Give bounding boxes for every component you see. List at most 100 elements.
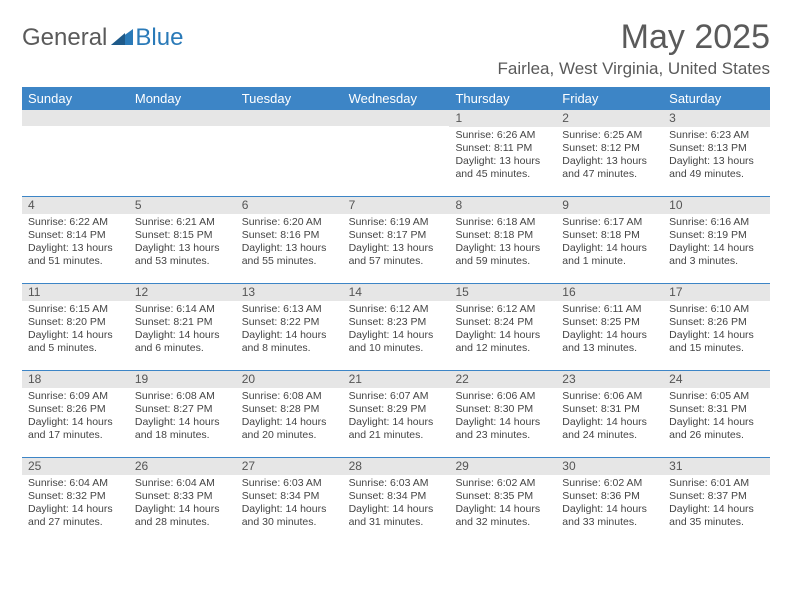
sunset-text: Sunset: 8:31 PM bbox=[562, 403, 657, 416]
calendar-cell bbox=[343, 110, 450, 196]
cell-body: Sunrise: 6:12 AMSunset: 8:24 PMDaylight:… bbox=[449, 301, 556, 360]
logo: General Blue bbox=[22, 24, 183, 52]
cell-body: Sunrise: 6:26 AMSunset: 8:11 PMDaylight:… bbox=[449, 127, 556, 186]
sunrise-text: Sunrise: 6:13 AM bbox=[242, 303, 337, 316]
week-row: 25Sunrise: 6:04 AMSunset: 8:32 PMDayligh… bbox=[22, 457, 770, 544]
sunset-text: Sunset: 8:18 PM bbox=[562, 229, 657, 242]
cell-body: Sunrise: 6:17 AMSunset: 8:18 PMDaylight:… bbox=[556, 214, 663, 273]
calendar-cell: 6Sunrise: 6:20 AMSunset: 8:16 PMDaylight… bbox=[236, 197, 343, 283]
calendar-cell: 25Sunrise: 6:04 AMSunset: 8:32 PMDayligh… bbox=[22, 458, 129, 544]
calendar-cell: 7Sunrise: 6:19 AMSunset: 8:17 PMDaylight… bbox=[343, 197, 450, 283]
daylight-text: Daylight: 14 hours and 6 minutes. bbox=[135, 329, 230, 355]
sunrise-text: Sunrise: 6:16 AM bbox=[669, 216, 764, 229]
daylight-text: Daylight: 14 hours and 24 minutes. bbox=[562, 416, 657, 442]
sunrise-text: Sunrise: 6:05 AM bbox=[669, 390, 764, 403]
sunset-text: Sunset: 8:20 PM bbox=[28, 316, 123, 329]
daylight-text: Daylight: 13 hours and 51 minutes. bbox=[28, 242, 123, 268]
sunrise-text: Sunrise: 6:04 AM bbox=[135, 477, 230, 490]
calendar-cell bbox=[236, 110, 343, 196]
cell-body: Sunrise: 6:03 AMSunset: 8:34 PMDaylight:… bbox=[343, 475, 450, 534]
sunrise-text: Sunrise: 6:12 AM bbox=[349, 303, 444, 316]
calendar-cell: 28Sunrise: 6:03 AMSunset: 8:34 PMDayligh… bbox=[343, 458, 450, 544]
date-number: 23 bbox=[556, 371, 663, 388]
header: General Blue May 2025 Fairlea, West Virg… bbox=[22, 18, 770, 79]
sunrise-text: Sunrise: 6:18 AM bbox=[455, 216, 550, 229]
sunset-text: Sunset: 8:32 PM bbox=[28, 490, 123, 503]
cell-body: Sunrise: 6:07 AMSunset: 8:29 PMDaylight:… bbox=[343, 388, 450, 447]
sunset-text: Sunset: 8:33 PM bbox=[135, 490, 230, 503]
calendar-cell: 29Sunrise: 6:02 AMSunset: 8:35 PMDayligh… bbox=[449, 458, 556, 544]
cell-body: Sunrise: 6:21 AMSunset: 8:15 PMDaylight:… bbox=[129, 214, 236, 273]
date-number: 20 bbox=[236, 371, 343, 388]
date-number: 19 bbox=[129, 371, 236, 388]
sunset-text: Sunset: 8:17 PM bbox=[349, 229, 444, 242]
cell-body: Sunrise: 6:04 AMSunset: 8:33 PMDaylight:… bbox=[129, 475, 236, 534]
date-number: 27 bbox=[236, 458, 343, 475]
date-number: 5 bbox=[129, 197, 236, 214]
daylight-text: Daylight: 13 hours and 55 minutes. bbox=[242, 242, 337, 268]
sunset-text: Sunset: 8:22 PM bbox=[242, 316, 337, 329]
sunset-text: Sunset: 8:28 PM bbox=[242, 403, 337, 416]
calendar-cell: 5Sunrise: 6:21 AMSunset: 8:15 PMDaylight… bbox=[129, 197, 236, 283]
sunset-text: Sunset: 8:37 PM bbox=[669, 490, 764, 503]
logo-text-blue: Blue bbox=[135, 24, 183, 52]
date-number: 13 bbox=[236, 284, 343, 301]
calendar-cell: 20Sunrise: 6:08 AMSunset: 8:28 PMDayligh… bbox=[236, 371, 343, 457]
date-number: 28 bbox=[343, 458, 450, 475]
cell-body: Sunrise: 6:15 AMSunset: 8:20 PMDaylight:… bbox=[22, 301, 129, 360]
calendar: SundayMondayTuesdayWednesdayThursdayFrid… bbox=[22, 87, 770, 544]
sunset-text: Sunset: 8:34 PM bbox=[242, 490, 337, 503]
date-number bbox=[22, 110, 129, 126]
date-number: 15 bbox=[449, 284, 556, 301]
cell-body: Sunrise: 6:09 AMSunset: 8:26 PMDaylight:… bbox=[22, 388, 129, 447]
cell-body: Sunrise: 6:12 AMSunset: 8:23 PMDaylight:… bbox=[343, 301, 450, 360]
calendar-cell: 1Sunrise: 6:26 AMSunset: 8:11 PMDaylight… bbox=[449, 110, 556, 196]
date-number: 24 bbox=[663, 371, 770, 388]
sunrise-text: Sunrise: 6:10 AM bbox=[669, 303, 764, 316]
day-header-cell: Tuesday bbox=[236, 87, 343, 110]
date-number: 7 bbox=[343, 197, 450, 214]
daylight-text: Daylight: 14 hours and 33 minutes. bbox=[562, 503, 657, 529]
date-number: 4 bbox=[22, 197, 129, 214]
sunrise-text: Sunrise: 6:22 AM bbox=[28, 216, 123, 229]
calendar-cell bbox=[129, 110, 236, 196]
cell-body: Sunrise: 6:05 AMSunset: 8:31 PMDaylight:… bbox=[663, 388, 770, 447]
cell-body: Sunrise: 6:11 AMSunset: 8:25 PMDaylight:… bbox=[556, 301, 663, 360]
week-row: 1Sunrise: 6:26 AMSunset: 8:11 PMDaylight… bbox=[22, 110, 770, 196]
calendar-cell: 2Sunrise: 6:25 AMSunset: 8:12 PMDaylight… bbox=[556, 110, 663, 196]
sunrise-text: Sunrise: 6:20 AM bbox=[242, 216, 337, 229]
date-number: 8 bbox=[449, 197, 556, 214]
calendar-cell: 3Sunrise: 6:23 AMSunset: 8:13 PMDaylight… bbox=[663, 110, 770, 196]
cell-body: Sunrise: 6:25 AMSunset: 8:12 PMDaylight:… bbox=[556, 127, 663, 186]
daylight-text: Daylight: 14 hours and 8 minutes. bbox=[242, 329, 337, 355]
cell-body: Sunrise: 6:19 AMSunset: 8:17 PMDaylight:… bbox=[343, 214, 450, 273]
sunrise-text: Sunrise: 6:25 AM bbox=[562, 129, 657, 142]
sunset-text: Sunset: 8:35 PM bbox=[455, 490, 550, 503]
date-number: 2 bbox=[556, 110, 663, 127]
calendar-cell: 30Sunrise: 6:02 AMSunset: 8:36 PMDayligh… bbox=[556, 458, 663, 544]
calendar-cell: 10Sunrise: 6:16 AMSunset: 8:19 PMDayligh… bbox=[663, 197, 770, 283]
date-number: 17 bbox=[663, 284, 770, 301]
cell-body: Sunrise: 6:08 AMSunset: 8:27 PMDaylight:… bbox=[129, 388, 236, 447]
sunset-text: Sunset: 8:23 PM bbox=[349, 316, 444, 329]
daylight-text: Daylight: 14 hours and 26 minutes. bbox=[669, 416, 764, 442]
sunset-text: Sunset: 8:12 PM bbox=[562, 142, 657, 155]
calendar-cell: 14Sunrise: 6:12 AMSunset: 8:23 PMDayligh… bbox=[343, 284, 450, 370]
cell-body: Sunrise: 6:23 AMSunset: 8:13 PMDaylight:… bbox=[663, 127, 770, 186]
daylight-text: Daylight: 14 hours and 31 minutes. bbox=[349, 503, 444, 529]
month-title: May 2025 bbox=[498, 18, 770, 57]
sunrise-text: Sunrise: 6:03 AM bbox=[242, 477, 337, 490]
daylight-text: Daylight: 13 hours and 47 minutes. bbox=[562, 155, 657, 181]
daylight-text: Daylight: 14 hours and 13 minutes. bbox=[562, 329, 657, 355]
cell-body: Sunrise: 6:06 AMSunset: 8:30 PMDaylight:… bbox=[449, 388, 556, 447]
sunrise-text: Sunrise: 6:26 AM bbox=[455, 129, 550, 142]
logo-text-general: General bbox=[22, 24, 107, 52]
sunrise-text: Sunrise: 6:01 AM bbox=[669, 477, 764, 490]
cell-body: Sunrise: 6:03 AMSunset: 8:34 PMDaylight:… bbox=[236, 475, 343, 534]
cell-body: Sunrise: 6:06 AMSunset: 8:31 PMDaylight:… bbox=[556, 388, 663, 447]
sunset-text: Sunset: 8:24 PM bbox=[455, 316, 550, 329]
date-number: 3 bbox=[663, 110, 770, 127]
sunrise-text: Sunrise: 6:12 AM bbox=[455, 303, 550, 316]
date-number bbox=[129, 110, 236, 126]
cell-body: Sunrise: 6:22 AMSunset: 8:14 PMDaylight:… bbox=[22, 214, 129, 273]
